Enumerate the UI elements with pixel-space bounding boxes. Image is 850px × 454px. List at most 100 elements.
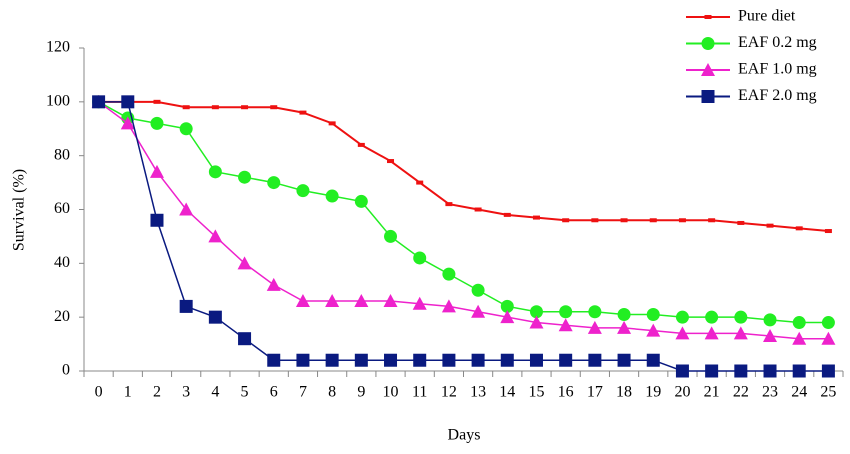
data-point [737,220,745,225]
data-point [384,229,398,243]
x-tick-label: 9 [357,384,365,401]
data-point [559,305,573,319]
data-point [120,116,135,130]
data-point [238,332,252,346]
data-point [500,310,515,324]
y-tick-label: 40 [54,254,70,271]
x-tick-label: 3 [182,384,190,401]
y-tick-label: 20 [54,308,70,325]
data-point [617,320,632,334]
data-point [620,218,628,223]
series-line [98,100,829,233]
data-point [296,184,310,198]
data-point [821,331,836,345]
data-point [532,215,540,220]
data-point [529,315,544,329]
x-tick-label: 22 [733,384,749,401]
data-point [149,164,164,178]
series-line [98,101,829,324]
x-tick-label: 7 [299,384,307,401]
x-tick-label: 1 [124,384,132,401]
data-point [354,194,368,208]
data-point [678,218,686,223]
data-point [182,105,190,110]
data-point [387,159,395,164]
x-tick-label: 4 [211,384,219,401]
data-point [529,353,543,367]
data-point [384,353,398,367]
data-point [267,353,281,367]
data-point [795,226,803,231]
data-point [442,267,456,281]
data-point [208,165,222,179]
data-point [588,305,602,319]
data-point [763,364,777,378]
data-point [179,299,193,313]
data-point [92,95,106,109]
x-tick-label: 23 [762,384,778,401]
data-point [587,320,602,334]
data-point [299,110,307,115]
data-point [733,326,748,340]
data-point [792,316,806,330]
data-point [296,353,310,367]
data-point [471,353,485,367]
data-point [121,95,135,109]
data-point [442,353,456,367]
data-point [705,310,719,324]
legend-marker [701,63,715,76]
data-point [354,353,368,367]
data-point [591,218,599,223]
data-point [153,99,161,104]
data-point [471,283,485,297]
data-point [704,326,719,340]
x-tick-label: 14 [499,384,515,401]
data-point [734,310,748,324]
data-point [325,353,339,367]
x-tick-label: 8 [328,384,336,401]
legend-marker [704,15,712,19]
data-point [413,353,427,367]
data-point [617,353,631,367]
x-tick-label: 19 [645,384,661,401]
data-point [150,116,164,130]
data-point [646,307,660,321]
x-tick-label: 15 [528,384,544,401]
data-point [708,218,716,223]
x-tick-label: 20 [674,384,690,401]
y-tick-label: 120 [46,39,70,56]
data-point [766,223,774,228]
data-point [675,364,689,378]
data-point [471,304,486,318]
legend-label: EAF 1.0 mg [738,61,817,78]
data-point [441,299,456,313]
data-point [150,213,164,227]
data-point [179,202,194,216]
y-tick-label: 0 [62,362,70,379]
data-point [646,353,660,367]
series-line [98,101,829,372]
data-point [588,353,602,367]
data-point [821,364,835,378]
x-axis-label: Days [448,427,481,444]
data-point [562,218,570,223]
x-tick-label: 17 [587,384,603,401]
data-point [675,310,689,324]
x-tick-label: 2 [153,384,161,401]
data-point [824,229,832,234]
data-point [559,353,573,367]
data-point [500,299,514,313]
data-point [445,202,453,207]
data-point [705,364,719,378]
data-point [295,294,310,308]
data-point [529,305,543,319]
data-point [763,329,778,343]
data-point [500,353,514,367]
data-point [763,313,777,327]
legend-label: EAF 2.0 mg [738,87,817,104]
data-point [734,364,748,378]
data-point [325,294,340,308]
data-point [675,326,690,340]
y-tick-label: 60 [54,200,70,217]
